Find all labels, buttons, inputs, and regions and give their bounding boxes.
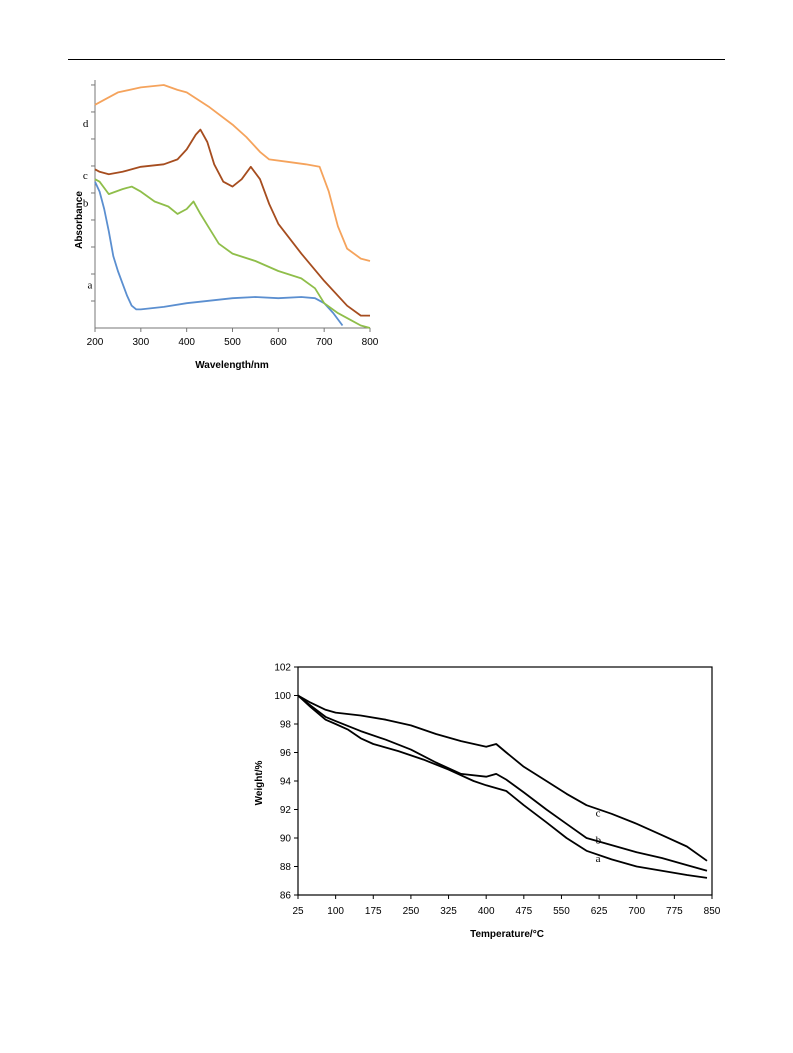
tga-y-tick-label: 88 <box>280 862 292 873</box>
uv-vis-y-ticks <box>91 84 95 302</box>
uv-vis-series-a <box>94 181 344 327</box>
header-rule <box>68 59 725 60</box>
tga-series <box>297 694 708 879</box>
tga-x-tick-label: 400 <box>478 906 495 917</box>
tga-x-axis-title: Temperature/°C <box>470 929 544 940</box>
tga-y-tick-label: 100 <box>274 691 291 702</box>
uv-vis-chart: 200 300 400 500 600 700 800 d c b a Wavelength/nm… <box>74 80 379 371</box>
tga-x-tick-label: 325 <box>440 906 457 917</box>
uv-vis-curve-label-d: d <box>83 118 89 130</box>
uv-vis-x-tick-label: 600 <box>270 337 287 348</box>
uv-vis-curve-label-b: b <box>83 197 89 209</box>
tga-x-tick-label: 850 <box>704 906 721 917</box>
uv-vis-x-axis-title: Wavelength/nm <box>195 360 269 371</box>
tga-series-c <box>297 694 708 862</box>
tga-y-tick-label: 98 <box>280 720 292 731</box>
uv-vis-x-tick-label: 200 <box>87 337 104 348</box>
tga-y-tick-label: 86 <box>280 891 292 902</box>
uv-vis-x-tick-label: 400 <box>178 337 195 348</box>
tga-x-tick-label: 100 <box>327 906 344 917</box>
tga-curve-label-c: c <box>596 808 601 820</box>
tga-x-tick-label: 25 <box>292 906 304 917</box>
tga-curve-label-b: b <box>596 835 602 847</box>
tga-curve-labels: c ba <box>596 808 602 866</box>
tga-y-axis-title: Weight/% <box>254 760 265 805</box>
uv-vis-x-tick-label: 300 <box>132 337 149 348</box>
uv-vis-x-tick-label: 800 <box>362 337 379 348</box>
tga-x-tick-label: 175 <box>365 906 382 917</box>
tga-x-tick-label: 250 <box>403 906 420 917</box>
uv-vis-curve-labels: d c b a <box>83 118 93 291</box>
tga-chart: 25 100 175 250 325 400 475 550 625 700 775 850 86 88… <box>254 663 721 941</box>
tga-y-tick-label: 102 <box>274 663 291 674</box>
tga-series-a <box>297 694 708 879</box>
uv-vis-x-tick-label: 700 <box>316 337 333 348</box>
tga-y-tick-label: 90 <box>280 834 292 845</box>
tga-y-tick-label: 92 <box>280 805 292 816</box>
uv-vis-x-tick-label: 500 <box>224 337 241 348</box>
uv-vis-curve-label-c: c <box>83 170 88 182</box>
tga-series-b <box>297 694 708 872</box>
tga-y-tick-label: 94 <box>280 777 292 788</box>
tga-x-tick-label: 625 <box>591 906 608 917</box>
tga-x-tick-label: 550 <box>553 906 570 917</box>
tga-y-ticks: 86 88 90 92 94 96 98 100 102 <box>274 663 298 902</box>
tga-x-tick-label: 700 <box>628 906 645 917</box>
tga-x-ticks: 25 100 175 250 325 400 475 550 625 700 775 850 <box>292 895 721 917</box>
tga-y-tick-label: 96 <box>280 748 292 759</box>
uv-vis-x-ticks: 200 300 400 500 600 700 800 <box>87 328 379 348</box>
uv-vis-series-b <box>94 178 371 329</box>
uv-vis-axes <box>94 80 370 329</box>
uv-vis-series-c <box>94 128 370 317</box>
uv-vis-y-axis-title: Absorbance <box>74 191 85 249</box>
tga-plot-frame <box>297 666 713 896</box>
uv-vis-curve-label-a: a <box>88 279 93 291</box>
tga-curve-label-a: a <box>596 853 601 865</box>
tga-x-tick-label: 475 <box>515 906 532 917</box>
tga-x-tick-label: 775 <box>666 906 683 917</box>
uv-vis-series <box>94 84 371 329</box>
uv-vis-series-d <box>94 84 371 262</box>
